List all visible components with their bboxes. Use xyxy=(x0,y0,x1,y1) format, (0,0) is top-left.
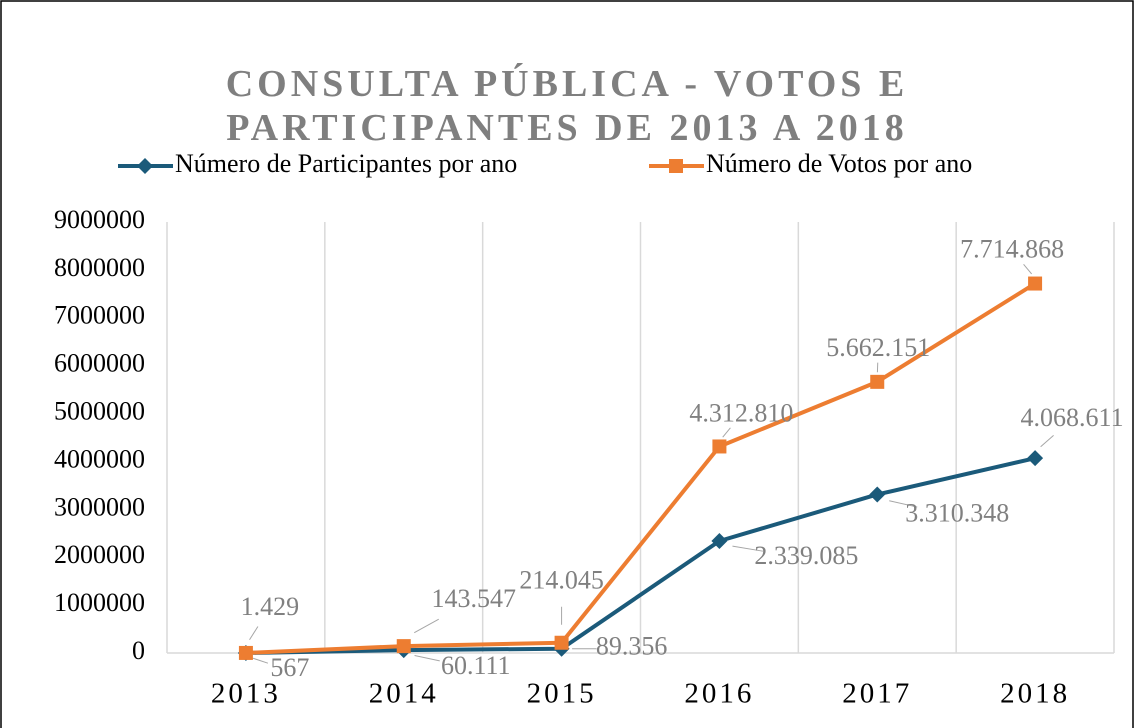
title-box: CONSULTA PÚBLICA - VOTOS E PARTICIPANTES… xyxy=(0,62,1134,150)
data-point xyxy=(1028,276,1043,291)
y-tick-label: 4000000 xyxy=(54,444,145,473)
y-tick-label: 3000000 xyxy=(54,492,145,521)
leader-line xyxy=(889,500,918,508)
data-label: 567 xyxy=(270,653,309,682)
data-point xyxy=(554,635,569,650)
legend-label: Número de Participantes por ano xyxy=(175,149,517,178)
data-label: 143.547 xyxy=(432,584,517,613)
data-label: 89.356 xyxy=(596,632,668,661)
x-tick-label: 2016 xyxy=(684,678,754,710)
leader-line xyxy=(414,655,440,662)
leader-line xyxy=(249,626,259,641)
data-label: 1.429 xyxy=(241,592,300,621)
data-label: 5.662.151 xyxy=(826,333,930,362)
data-label: 3.310.348 xyxy=(905,498,1009,527)
data-label: 2.339.085 xyxy=(754,541,858,570)
leader-line xyxy=(1023,264,1033,275)
data-point xyxy=(869,486,886,503)
legend-marker xyxy=(137,158,153,174)
series-line xyxy=(245,456,1036,655)
data-label: 214.045 xyxy=(519,566,604,595)
y-tick-label: 5000000 xyxy=(54,397,145,426)
data-point xyxy=(870,374,885,389)
y-tick-label: 0 xyxy=(132,636,145,665)
data-label: 7.714.868 xyxy=(960,235,1064,264)
leader-line xyxy=(1040,434,1054,448)
data-point xyxy=(711,532,728,549)
y-tick-label: 7000000 xyxy=(54,301,145,330)
data-label: 60.111 xyxy=(441,651,511,680)
leader-line xyxy=(732,545,763,552)
data-label: 4.068.611 xyxy=(1021,403,1124,432)
data-point xyxy=(238,645,253,660)
data-point xyxy=(712,439,727,454)
data-point xyxy=(396,639,411,654)
y-tick-label: 2000000 xyxy=(54,540,145,569)
legend-label: Número de Votos por ano xyxy=(706,149,972,178)
y-tick-label: 9000000 xyxy=(54,205,145,234)
x-tick-label: 2018 xyxy=(1000,678,1070,710)
x-tick-label: 2014 xyxy=(369,678,439,710)
leader-line xyxy=(722,427,731,438)
y-tick-label: 8000000 xyxy=(54,253,145,282)
x-tick-label: 2017 xyxy=(842,678,912,710)
chart-title: CONSULTA PÚBLICA - VOTOS E PARTICIPANTES… xyxy=(225,63,909,149)
x-tick-label: 2015 xyxy=(527,678,597,710)
x-tick-label: 2013 xyxy=(211,678,281,710)
series-line xyxy=(245,281,1037,655)
y-tick-label: 1000000 xyxy=(54,588,145,617)
data-point xyxy=(1027,450,1044,467)
y-tick-label: 6000000 xyxy=(54,349,145,378)
data-label: 4.312.810 xyxy=(689,398,793,427)
leader-line xyxy=(252,657,269,664)
leader-line xyxy=(414,618,439,634)
legend-marker xyxy=(669,159,683,173)
